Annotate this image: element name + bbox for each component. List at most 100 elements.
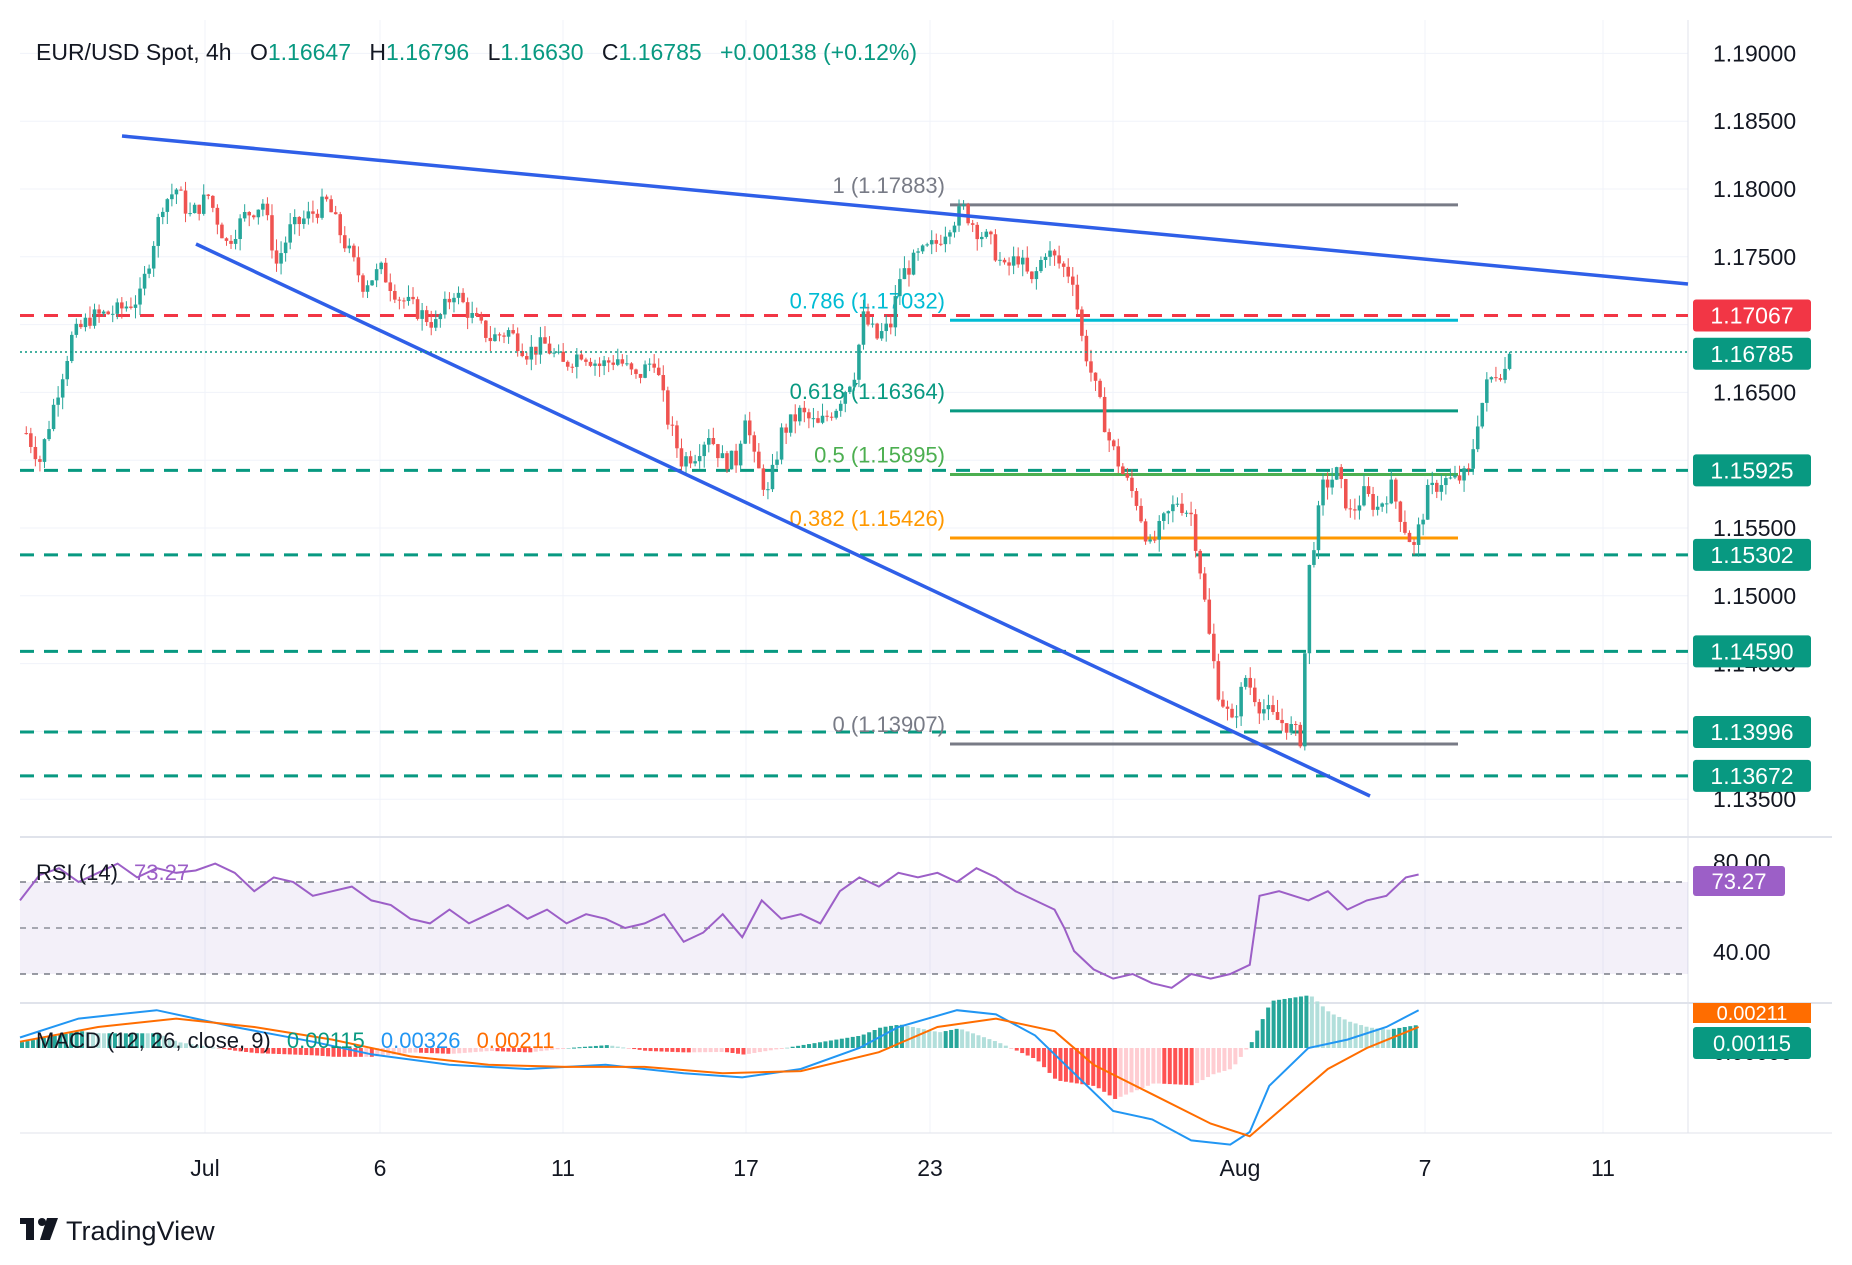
macd-hist-bar — [238, 1048, 243, 1052]
macd-hist-bar — [41, 1038, 46, 1048]
macd-hist-bar — [58, 1034, 63, 1048]
price-tag — [1693, 635, 1811, 668]
macd-hist-bar — [1255, 1030, 1260, 1048]
candle-body — [79, 323, 83, 328]
macd-hist-bar — [610, 1045, 615, 1048]
candle-body — [1475, 426, 1480, 450]
candle-body — [1043, 256, 1048, 261]
candle-body — [1271, 705, 1275, 713]
candle-body — [779, 427, 784, 460]
macd-hist-bar — [397, 1048, 402, 1054]
tradingview-logo[interactable]: TradingView — [20, 1216, 215, 1246]
upper-trendline[interactable] — [121, 134, 1689, 286]
price-tag-value: 1.16785 — [1710, 341, 1793, 367]
candle-body — [1212, 633, 1216, 662]
candle-body — [707, 438, 711, 445]
candle-body — [775, 459, 779, 465]
macd-hist-bar — [686, 1048, 691, 1053]
macd-hist-bar — [938, 1032, 943, 1048]
candle-body — [948, 232, 952, 237]
macd-hist-bar — [342, 1048, 347, 1057]
lower-trendline[interactable] — [195, 242, 1371, 798]
macd-hist-bar — [1326, 1011, 1331, 1048]
candle-body — [725, 453, 729, 470]
macd-hist-bar — [265, 1048, 270, 1054]
candle-body — [893, 296, 898, 328]
price-tick: 1.15500 — [1713, 515, 1796, 541]
macd-hist-bar — [418, 1048, 423, 1053]
macd-hist-bar — [1031, 1048, 1036, 1058]
macd-hist-bar — [817, 1042, 822, 1048]
candle-body — [229, 240, 233, 244]
candle-body — [570, 366, 575, 368]
fibonacci-retracement[interactable]: 1 (1.17883) 0.786 (1.17032) 0.618 (1.16364… — [790, 173, 1458, 746]
candle-body — [83, 317, 88, 328]
candle-body — [716, 444, 720, 459]
candle-body — [1316, 505, 1321, 551]
macd-hist-bar — [173, 1040, 178, 1048]
candle-body — [798, 407, 802, 422]
candle-body — [1262, 709, 1266, 714]
macd-hist-bar — [796, 1045, 801, 1048]
macd-hist-bar — [823, 1041, 828, 1048]
macd-hist-bar — [692, 1048, 697, 1053]
support-resistance-lines — [20, 314, 1688, 778]
macd-hist-bar — [1288, 998, 1293, 1048]
candle-body — [365, 285, 370, 292]
candle-body — [684, 456, 688, 467]
candle-body — [306, 211, 311, 219]
candle-body — [757, 451, 761, 469]
candle-body — [151, 245, 156, 269]
candle-body — [406, 296, 411, 302]
macd-hist-bar — [429, 1048, 434, 1054]
macd-hist-bar — [659, 1048, 664, 1052]
candle-body — [702, 444, 706, 457]
candle-body — [315, 213, 320, 218]
tradingview-logo-text: TradingView — [66, 1216, 215, 1246]
macd-hist-bar — [1145, 1048, 1150, 1086]
main-pane[interactable] — [20, 20, 1688, 835]
time-tick: 6 — [374, 1155, 387, 1181]
macd-hist-bar — [1227, 1048, 1232, 1070]
macd-hist-bar — [971, 1033, 976, 1048]
candle-body — [256, 209, 261, 218]
candle-body — [1489, 377, 1494, 380]
price-tag-value: 1.15302 — [1710, 542, 1793, 568]
candle-body — [1453, 475, 1457, 478]
candle-body — [811, 418, 816, 420]
candle-body — [456, 292, 461, 298]
candle-body — [1403, 521, 1407, 533]
macd-hist-bar — [719, 1048, 724, 1052]
candle-body — [1430, 482, 1434, 485]
candle-body — [247, 212, 251, 216]
candle-body — [1025, 257, 1030, 272]
price-axis[interactable]: 1.19000 1.18500 1.18000 1.17500 1.16500 1.155… — [1713, 40, 1796, 812]
candle-body — [520, 351, 524, 357]
candle-body — [333, 212, 338, 215]
macd-hist-bar — [25, 1041, 30, 1048]
candle-body — [638, 373, 643, 378]
candle-body — [1175, 503, 1180, 505]
macd-hist-bar — [315, 1048, 320, 1056]
macd-hist-bar — [577, 1047, 582, 1049]
candle-body — [1457, 475, 1462, 481]
candle-body — [734, 450, 738, 466]
macd-hist-bar — [1156, 1048, 1161, 1084]
macd-hist-bar — [167, 1038, 172, 1048]
candle-body — [65, 361, 69, 380]
candle-body — [807, 412, 811, 419]
macd-hist-bar — [927, 1030, 932, 1048]
macd-hist-bar — [1118, 1048, 1123, 1097]
macd-hist-bar — [1266, 1007, 1271, 1048]
candle-body — [552, 352, 556, 354]
macd-hist-bar — [134, 1033, 139, 1048]
candle-body — [711, 438, 716, 445]
candle-body — [374, 269, 379, 281]
macd-hist-bar — [654, 1048, 659, 1052]
price-tag — [1693, 337, 1811, 370]
candle-body — [397, 299, 402, 301]
macd-hist-bar — [511, 1048, 516, 1052]
macd-hist-bar — [539, 1048, 544, 1052]
